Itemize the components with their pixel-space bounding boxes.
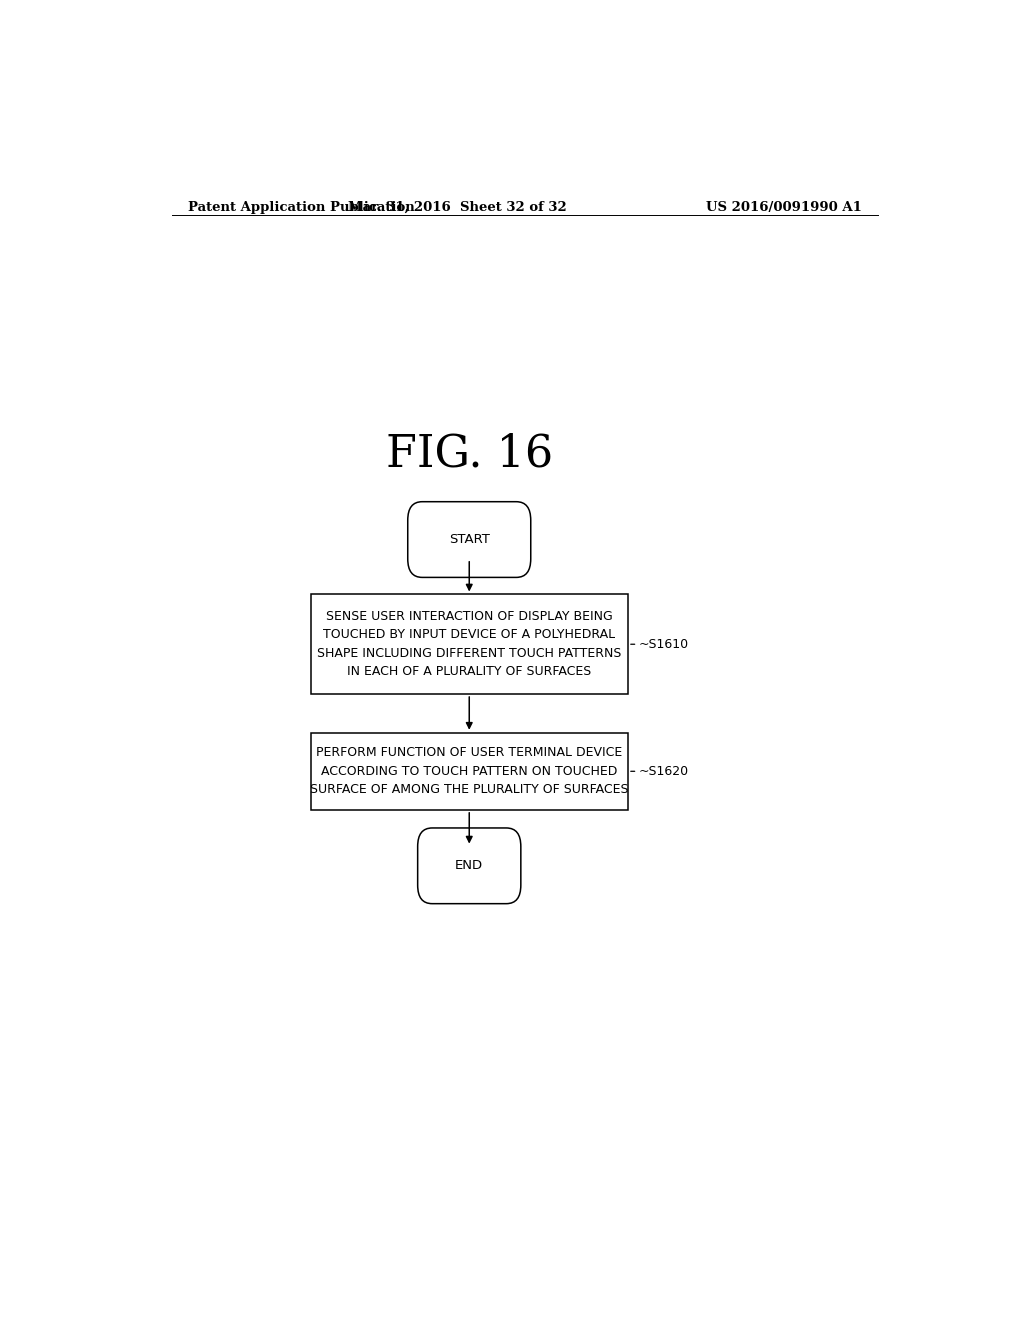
Bar: [310, 733, 628, 810]
Text: ~S1610: ~S1610: [639, 638, 689, 651]
Text: PERFORM FUNCTION OF USER TERMINAL DEVICE
ACCORDING TO TOUCH PATTERN ON TOUCHED
S: PERFORM FUNCTION OF USER TERMINAL DEVICE…: [310, 746, 629, 796]
Text: SENSE USER INTERACTION OF DISPLAY BEING
TOUCHED BY INPUT DEVICE OF A POLYHEDRAL
: SENSE USER INTERACTION OF DISPLAY BEING …: [317, 610, 622, 678]
Text: START: START: [449, 533, 489, 546]
Text: Mar. 31, 2016  Sheet 32 of 32: Mar. 31, 2016 Sheet 32 of 32: [348, 201, 566, 214]
Bar: [310, 594, 628, 694]
Text: Patent Application Publication: Patent Application Publication: [187, 201, 415, 214]
Text: ~S1620: ~S1620: [639, 764, 689, 777]
FancyBboxPatch shape: [418, 828, 521, 904]
FancyBboxPatch shape: [408, 502, 530, 577]
Text: END: END: [456, 859, 483, 873]
Text: US 2016/0091990 A1: US 2016/0091990 A1: [707, 201, 862, 214]
Text: FIG. 16: FIG. 16: [386, 433, 553, 477]
